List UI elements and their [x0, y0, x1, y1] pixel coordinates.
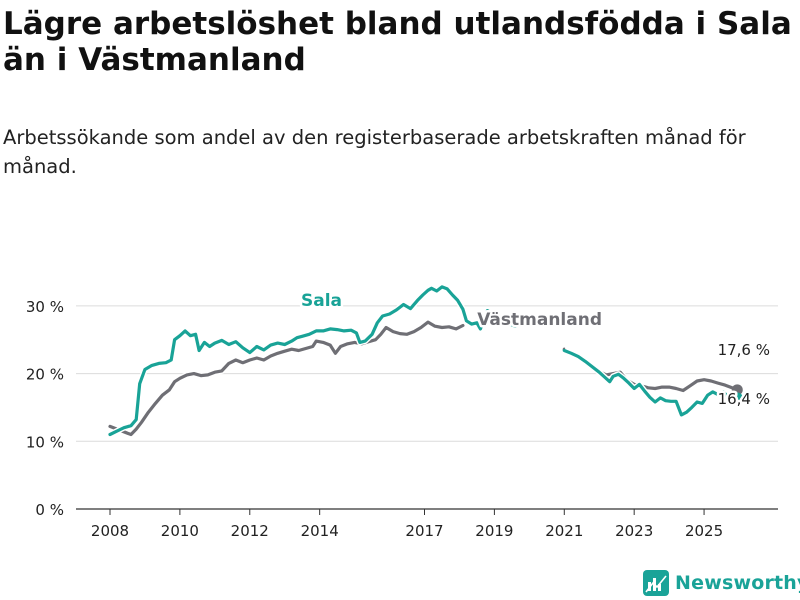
- y-tick-label: 0 %: [35, 501, 64, 519]
- x-tick-label: 2010: [161, 522, 199, 540]
- x-axis: 0 % 10 % 20 % 30 % 2008 2010 2012 2014 2017 2019 2…: [26, 298, 723, 540]
- newsworthy-logo-icon: [643, 570, 669, 596]
- x-tick-label: 2008: [91, 522, 129, 540]
- chart-title: Lägre arbetslöshet bland utlandsfödda i …: [3, 6, 792, 78]
- end-label-sala-halo: 16,4 %: [718, 390, 770, 408]
- chart-subtitle: Arbetssökande som andel av den registerb…: [3, 126, 746, 178]
- end-label-vastmanland-halo: 17,6 %: [718, 341, 770, 359]
- series-label-vastmanland-halo: Västmanland: [477, 310, 602, 330]
- x-tick-label: 2012: [231, 522, 269, 540]
- x-tick-label: 2019: [475, 522, 513, 540]
- series-layer: [108, 283, 743, 438]
- end-label-sala: 16,4 %: [718, 390, 770, 408]
- series-line: [562, 347, 739, 393]
- y-tick-label: 20 %: [26, 366, 64, 384]
- series-label-vastmanland: Västmanland: [477, 310, 602, 330]
- series-line: [562, 348, 739, 417]
- x-tick-label: 2025: [685, 522, 723, 540]
- series-label-sala-halo: Sala: [301, 291, 342, 311]
- series-line: [108, 320, 465, 437]
- end-point-sala: [731, 392, 743, 404]
- x-tick-label: 2021: [545, 522, 583, 540]
- y-tick-label: 30 %: [26, 298, 64, 316]
- series-label-sala: Sala: [301, 291, 342, 311]
- end-label-vastmanland: 17,6 %: [718, 341, 770, 359]
- series-line: [108, 285, 531, 437]
- x-tick-label: 2023: [615, 522, 653, 540]
- series-halo: [562, 346, 739, 394]
- end-point-vastmanland: [731, 384, 743, 396]
- x-tick-label: 2017: [405, 522, 443, 540]
- y-tick-label: 10 %: [26, 433, 64, 451]
- brand-name: Newsworthy: [675, 572, 800, 594]
- series-halo: [108, 319, 465, 438]
- x-tick-label: 2014: [301, 522, 339, 540]
- newsworthy-logo[interactable]: Newsworthy: [643, 568, 800, 598]
